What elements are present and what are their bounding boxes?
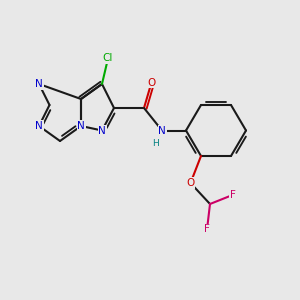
Text: Cl: Cl	[103, 53, 113, 64]
Text: O: O	[147, 77, 156, 88]
Text: N: N	[35, 121, 43, 131]
Text: O: O	[186, 178, 195, 188]
Text: F: F	[230, 190, 236, 200]
Text: N: N	[158, 125, 166, 136]
Text: N: N	[35, 79, 43, 89]
Text: F: F	[204, 224, 210, 235]
Text: N: N	[77, 121, 85, 131]
Text: H: H	[152, 140, 159, 148]
Text: N: N	[98, 125, 106, 136]
